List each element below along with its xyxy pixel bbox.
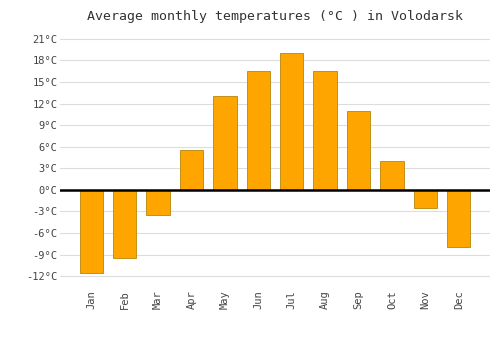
Bar [80,190,103,273]
Bar [347,111,370,190]
Bar [314,71,337,190]
Bar [146,190,170,215]
Bar [380,161,404,190]
Title: Average monthly temperatures (°C ) in Volodarsk: Average monthly temperatures (°C ) in Vo… [87,10,463,23]
Bar [414,190,437,208]
Bar [113,190,136,258]
Bar [246,71,270,190]
Bar [180,150,203,190]
Bar [280,53,303,190]
Bar [447,190,470,247]
Bar [213,96,236,190]
